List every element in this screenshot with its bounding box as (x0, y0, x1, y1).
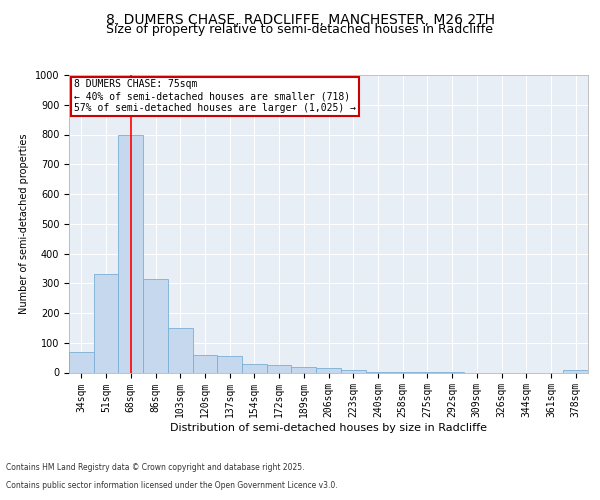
Bar (341, 370, 365, 372)
Text: Size of property relative to semi-detached houses in Radcliffe: Size of property relative to semi-detach… (107, 22, 493, 36)
Bar (118, 134, 143, 372)
Text: 8, DUMERS CHASE, RADCLIFFE, MANCHESTER, M26 2TH: 8, DUMERS CHASE, RADCLIFFE, MANCHESTER, … (106, 12, 494, 26)
Bar (94, 274, 118, 372)
Bar (69, 352, 94, 372)
Bar (563, 370, 588, 372)
Bar (193, 354, 217, 372)
Text: Contains HM Land Registry data © Crown copyright and database right 2025.: Contains HM Land Registry data © Crown c… (6, 464, 305, 472)
Bar (267, 365, 292, 372)
Bar (143, 279, 168, 372)
Bar (168, 328, 193, 372)
Bar (242, 364, 267, 372)
Bar (292, 366, 316, 372)
Bar (316, 368, 341, 372)
Text: Contains public sector information licensed under the Open Government Licence v3: Contains public sector information licen… (6, 481, 338, 490)
Y-axis label: Number of semi-detached properties: Number of semi-detached properties (19, 134, 29, 314)
Text: 8 DUMERS CHASE: 75sqm
← 40% of semi-detached houses are smaller (718)
57% of sem: 8 DUMERS CHASE: 75sqm ← 40% of semi-deta… (74, 80, 356, 112)
X-axis label: Distribution of semi-detached houses by size in Radcliffe: Distribution of semi-detached houses by … (170, 423, 487, 433)
Bar (217, 356, 242, 372)
